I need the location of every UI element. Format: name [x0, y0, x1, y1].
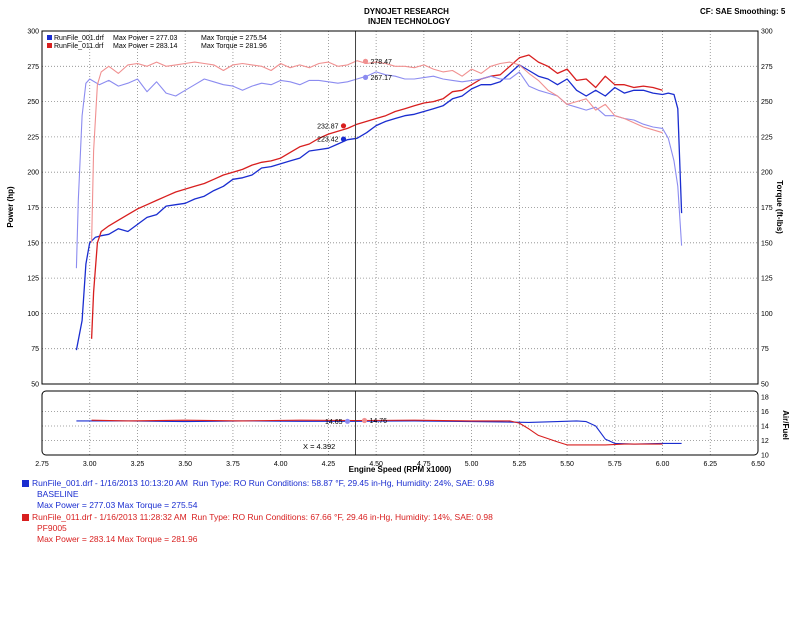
legend-torque-run2: Max Torque = 281.96 — [201, 43, 267, 50]
chart-title-line1: DYNOJET RESEARCH — [364, 7, 449, 16]
y-tick-label-power: 125 — [27, 276, 39, 283]
legend-file-run2: RunFile_011.drf — [54, 43, 103, 50]
cursor-power-run2-label: 232.87 — [317, 123, 339, 130]
cursor-torque-run1-dot — [362, 74, 369, 80]
x-tick-label: 5.25 — [513, 461, 527, 468]
afr-tick-label: 18 — [761, 395, 769, 402]
x-tick-label: 3.25 — [131, 461, 145, 468]
cursor-afr-run1-dot — [344, 418, 351, 424]
legend-swatch-run2 — [47, 43, 52, 48]
y-axis-label-power: Power (hp) — [6, 186, 15, 228]
y-tick-label-torque: 175 — [761, 205, 773, 212]
run-info-line1-run1: RunFile_001.drf - 1/16/2013 10:13:20 AM … — [22, 478, 494, 489]
run-conditions-run2: Run Type: RO Run Conditions: 67.66 °F, 2… — [191, 512, 493, 522]
y-tick-label-power: 150 — [27, 240, 39, 247]
run-file-run1: RunFile_001.drf - 1/16/2013 10:13:20 AM — [32, 478, 188, 488]
run-swatch-run1 — [22, 480, 29, 488]
y-tick-label-torque: 150 — [761, 240, 773, 247]
y-tick-label-torque: 300 — [761, 29, 773, 36]
y-tick-label-torque: 50 — [761, 382, 769, 389]
run-info-run1: RunFile_001.drf - 1/16/2013 10:13:20 AM … — [22, 478, 494, 511]
x-tick-label: 4.50 — [369, 461, 383, 468]
x-tick-label: 6.00 — [656, 461, 670, 468]
y-tick-label-torque: 225 — [761, 134, 773, 141]
y-tick-label-power: 225 — [27, 134, 39, 141]
series-torque-run2 — [91, 60, 663, 243]
y-tick-label-power: 100 — [27, 311, 39, 318]
x-tick-label: 6.50 — [751, 461, 765, 468]
cursor-torque-run1-label: 267.17 — [371, 75, 393, 82]
run-name-run2: PF9005 — [37, 523, 67, 533]
main-plot-grid — [42, 31, 758, 384]
run-name-run1: BASELINE — [37, 489, 79, 499]
y-tick-label-power: 75 — [31, 346, 39, 353]
x-tick-label: 4.00 — [274, 461, 288, 468]
y-tick-label-power: 50 — [31, 382, 39, 389]
cursor-label: X = 4.392 — [303, 442, 335, 451]
y-tick-label-torque: 200 — [761, 170, 773, 177]
legend-file-run1: RunFile_001.drf — [54, 35, 104, 42]
cursor-torque-run2-dot — [362, 58, 369, 65]
y-tick-label-torque: 125 — [761, 276, 773, 283]
x-tick-label: 5.75 — [608, 461, 622, 468]
run-conditions-run1: Run Type: RO Run Conditions: 58.87 °F, 2… — [192, 478, 495, 488]
cursor-power-run2-dot — [340, 123, 347, 129]
chart-title-line2: INJEN TECHNOLOGY — [368, 17, 451, 26]
x-tick-label: 4.25 — [322, 461, 336, 468]
run-summary-run2: Max Power = 283.14 Max Torque = 281.96 — [37, 534, 198, 544]
plot-legend: RunFile_001.drf Max Power = 277.03 Max T… — [47, 35, 267, 50]
x-tick-label: 2.75 — [35, 461, 49, 468]
y-tick-label-torque: 275 — [761, 64, 773, 71]
legend-power-run2: Max Power = 283.14 — [113, 43, 178, 50]
axes-layer: 2.75 3.00 3.25 3.50 3.75 4.00 4.25 4.50 4.75 5.00… — [27, 29, 772, 469]
cursor-torque-run2-label: 278.47 — [371, 59, 393, 66]
cursor-power-run1-dot — [340, 136, 347, 142]
run-info-run2: RunFile_011.drf - 1/16/2013 11:28:32 AM … — [22, 512, 493, 545]
y-tick-label-torque: 250 — [761, 99, 773, 106]
y-tick-label-power: 275 — [27, 64, 39, 71]
correction-info: CF: SAE Smoothing: 5 — [700, 7, 786, 16]
y-axis-label-afr: Air/Fuel — [781, 410, 790, 440]
series-power-run2 — [90, 54, 663, 339]
afr-tick-label: 12 — [761, 438, 769, 445]
run-swatch-run2 — [22, 514, 29, 522]
y-tick-label-power: 250 — [27, 99, 39, 106]
cursor-power-run1-label: 223.42 — [317, 137, 339, 144]
afr-tick-label: 10 — [761, 453, 769, 460]
afr-plot-frame — [41, 390, 759, 456]
y-tick-label-torque: 100 — [761, 311, 773, 318]
afr-tick-label: 14 — [761, 424, 769, 431]
x-tick-label: 5.00 — [465, 461, 479, 468]
y-tick-label-power: 175 — [27, 205, 39, 212]
series-power-run1 — [75, 64, 683, 351]
cursor-afr-run2-label: 14.76 — [370, 418, 388, 425]
y-tick-label-torque: 75 — [761, 346, 769, 353]
x-tick-label: 3.75 — [226, 461, 240, 468]
x-tick-label: 3.50 — [178, 461, 192, 468]
run-info-line1-run2: RunFile_011.drf - 1/16/2013 11:28:32 AM … — [22, 512, 493, 523]
x-tick-label: 5.50 — [560, 461, 574, 468]
marks-layer: 278.47 267.17 232.87 223.42 14.65 14.76 — [317, 31, 392, 455]
run-summary-run1: Max Power = 277.03 Max Torque = 275.54 — [37, 500, 198, 510]
y-axis-label-torque: Torque (ft-lbs) — [775, 180, 784, 234]
cursor-afr-run1-label: 14.65 — [325, 419, 343, 426]
y-tick-label-power: 200 — [27, 170, 39, 177]
series-afr-run2 — [91, 419, 663, 446]
main-plot-frame — [41, 30, 759, 385]
afr-tick-label: 16 — [761, 409, 769, 416]
run-file-run2: RunFile_011.drf - 1/16/2013 11:28:32 AM — [32, 512, 187, 522]
x-axis-label: Engine Speed (RPM x1000) — [349, 465, 452, 474]
cursor-afr-run2-dot — [361, 417, 368, 424]
afr-plot-grid — [42, 391, 758, 455]
y-tick-label-power: 300 — [27, 29, 39, 36]
series-layer — [75, 54, 683, 446]
x-tick-label: 6.25 — [703, 461, 717, 468]
series-torque-run1 — [75, 71, 683, 269]
x-tick-label: 4.75 — [417, 461, 431, 468]
legend-torque-run1: Max Torque = 275.54 — [201, 35, 267, 42]
x-tick-label: 3.00 — [83, 461, 97, 468]
legend-swatch-run1 — [47, 35, 52, 40]
legend-power-run1: Max Power = 277.03 — [113, 35, 178, 42]
